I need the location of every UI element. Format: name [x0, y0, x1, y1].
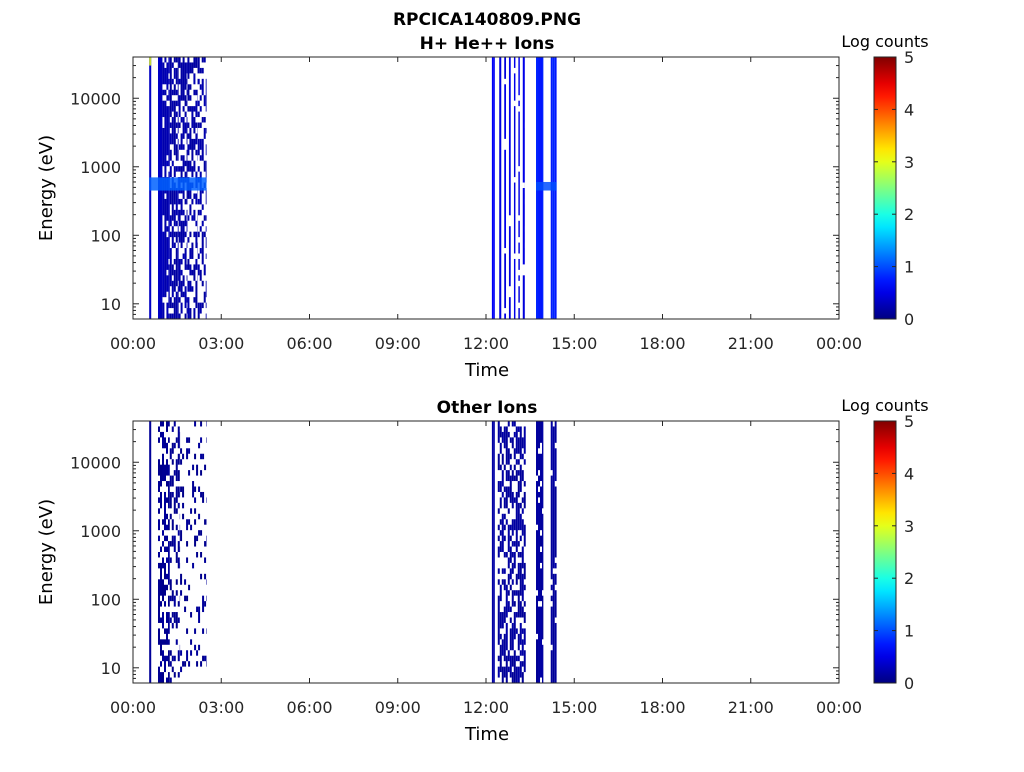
colorbar-tick-label: 3 — [904, 517, 914, 536]
data-band — [504, 57, 506, 319]
x-tick-label: 00:00 — [816, 334, 862, 353]
data-band — [523, 57, 525, 319]
panel-title-other-ions: Other Ions — [437, 398, 538, 418]
y-tick-label: 1000 — [80, 522, 121, 541]
colorbar-tick-label: 5 — [904, 48, 914, 67]
x-tick-label: 09:00 — [375, 334, 421, 353]
x-tick-label: 03:00 — [198, 334, 244, 353]
x-tick-label: 18:00 — [639, 698, 685, 717]
colorbar-label-bottom: Log counts — [841, 396, 928, 415]
panel-other-ions: Other Ions Time Energy (eV) Log counts 0… — [36, 396, 929, 745]
x-tick-label: 00:00 — [110, 334, 156, 353]
x-axis-label-bottom: Time — [464, 724, 509, 745]
data-band — [149, 421, 151, 683]
x-tick-label: 18:00 — [639, 334, 685, 353]
y-tick-label: 100 — [90, 590, 121, 609]
x-tick-label: 15:00 — [551, 334, 597, 353]
plot-area — [133, 57, 839, 319]
heatmap-plot-bottom: 00:00 03:00 06:00 09:00 12:00 15:00 18:00 21:00… — [70, 412, 914, 717]
data-band — [492, 421, 495, 683]
x-axis-label-top: Time — [464, 360, 509, 381]
colorbar-tick-label: 2 — [904, 205, 914, 224]
x-tick-label: 12:00 — [463, 698, 509, 717]
data-band — [492, 57, 495, 319]
panel-h-he-ions: RPCICA140809.PNG H+ He++ Ions Time Energ… — [36, 10, 929, 381]
energy-highlight — [149, 57, 151, 66]
figure-title: RPCICA140809.PNG — [393, 10, 581, 30]
y-tick-label: 10000 — [70, 89, 121, 108]
energy-highlight — [149, 177, 206, 190]
x-tick-label: 21:00 — [728, 698, 774, 717]
x-tick-label: 15:00 — [551, 698, 597, 717]
colorbar-tick-label: 1 — [904, 258, 914, 277]
x-tick-label: 06:00 — [286, 698, 332, 717]
panel-title-h-he-ions: H+ He++ Ions — [420, 34, 555, 54]
y-axis-label-top: Energy (eV) — [36, 135, 57, 241]
heatmap-plot-top: 00:00 03:00 06:00 09:00 12:00 15:00 18:00 21:00… — [70, 48, 914, 353]
colorbar-tick-label: 1 — [904, 622, 914, 641]
data-band — [499, 57, 501, 319]
data-band — [551, 421, 557, 683]
plot-area — [133, 421, 839, 683]
colorbar-tick-label: 0 — [904, 674, 914, 693]
y-tick-label: 1000 — [80, 158, 121, 177]
colorbar-tick-label: 5 — [904, 412, 914, 431]
x-tick-label: 00:00 — [816, 698, 862, 717]
y-tick-label: 10 — [101, 659, 121, 678]
colorbar: 0 1 2 3 4 5 — [874, 48, 914, 329]
colorbar-gradient — [874, 57, 896, 319]
energy-highlight — [536, 182, 557, 191]
y-axis-label-bottom: Energy (eV) — [36, 499, 57, 605]
colorbar-tick-label: 0 — [904, 310, 914, 329]
x-tick-label: 09:00 — [375, 698, 421, 717]
x-tick-label: 03:00 — [198, 698, 244, 717]
colorbar-tick-label: 2 — [904, 569, 914, 588]
colorbar-tick-label: 4 — [904, 464, 914, 483]
colorbar: 0 1 2 3 4 5 — [874, 412, 914, 693]
colorbar-gradient — [874, 421, 896, 683]
data-band — [509, 57, 511, 319]
x-tick-label: 12:00 — [463, 334, 509, 353]
x-tick-label: 06:00 — [286, 334, 332, 353]
colorbar-tick-label: 4 — [904, 100, 914, 119]
data-band — [514, 57, 515, 319]
y-tick-label: 10000 — [70, 453, 121, 472]
y-tick-label: 100 — [90, 226, 121, 245]
x-tick-label: 00:00 — [110, 698, 156, 717]
colorbar-tick-label: 3 — [904, 153, 914, 172]
x-tick-label: 21:00 — [728, 334, 774, 353]
y-tick-label: 10 — [101, 295, 121, 314]
colorbar-label-top: Log counts — [841, 32, 928, 51]
